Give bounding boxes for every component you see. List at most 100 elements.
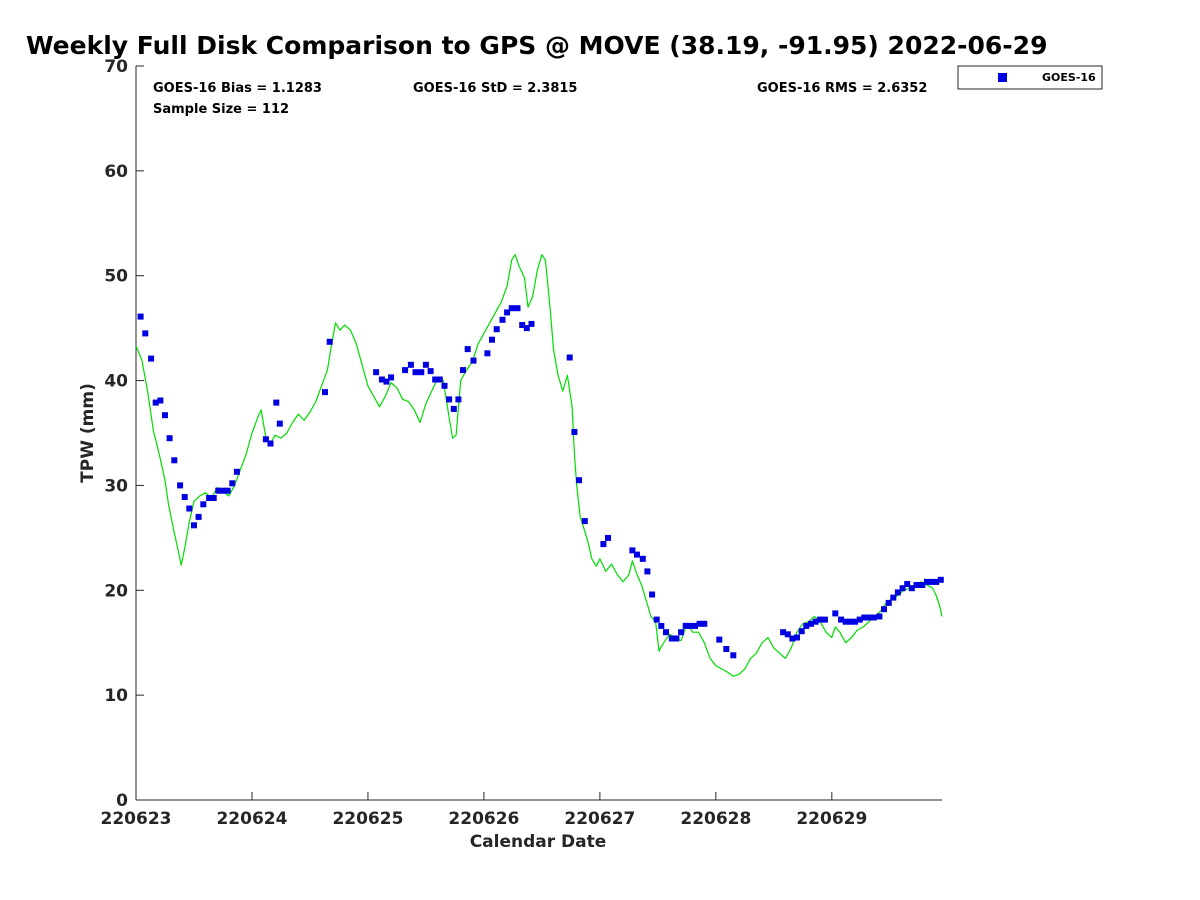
goes-16-point (210, 495, 217, 501)
goes-16-point (678, 629, 685, 636)
goes-16-point (177, 482, 184, 489)
bias-stat: GOES-16 Bias = 1.1283 (153, 81, 322, 96)
y-tick-label: 70 (104, 57, 128, 77)
goes-16-point (499, 316, 506, 323)
goes-16-point (730, 652, 737, 659)
goes-16-point (904, 581, 911, 587)
goes-points-layer (137, 305, 944, 659)
goes-16-point (446, 396, 453, 403)
goes-16-point (696, 620, 703, 627)
goes-16-point (528, 320, 535, 327)
goes-16-point (908, 585, 915, 592)
goes-16-point (171, 457, 178, 464)
goes-16-point (489, 336, 495, 343)
goes-16-point (600, 541, 607, 548)
y-tick-label: 0 (116, 791, 128, 811)
goes-16-point (441, 382, 448, 389)
y-tick-label: 30 (104, 476, 128, 496)
y-tick-label: 60 (104, 162, 128, 182)
x-tick-label: 220623 (101, 809, 172, 829)
legend-marker-goes-16 (998, 73, 1007, 82)
goes-16-point (798, 628, 805, 635)
goes-16-point (933, 578, 940, 585)
goes-16-point (576, 477, 582, 484)
goes-16-point (484, 350, 491, 357)
goes-16-point (639, 555, 646, 562)
goes-16-point (455, 396, 462, 403)
goes-16-point (206, 495, 213, 501)
goes-16-point (267, 440, 274, 447)
goes-16-point (200, 501, 207, 508)
goes-16-point (913, 582, 920, 588)
goes-16-point (919, 582, 926, 588)
goes-16-point (142, 330, 149, 337)
goes-16-point (890, 594, 897, 601)
legend-box (957, 65, 1103, 90)
goes-16-point (808, 620, 814, 627)
goes-16-point (644, 568, 651, 575)
goes-16-point (581, 518, 588, 525)
y-tick-label: 50 (104, 267, 128, 287)
y-ticks: 0 10 20 30 40 50 60 70 (104, 57, 144, 811)
goes-16-point (137, 313, 144, 320)
legend-entry-goes-16: GOES-16 (1042, 71, 1096, 84)
x-tick-label: 220626 (448, 809, 519, 829)
goes-16-point (436, 376, 443, 383)
std-stat: GOES-16 StD = 2.3815 (413, 81, 577, 96)
sample-size-stat: Sample Size = 112 (153, 102, 289, 117)
goes-16-point (322, 389, 328, 396)
goes-16-point (780, 629, 787, 636)
goes-16-point (464, 346, 471, 353)
goes-16-point (273, 399, 280, 406)
goes-16-point (191, 522, 197, 529)
goes-16-point (195, 513, 202, 520)
x-tick-label: 220624 (216, 809, 287, 829)
chart-title: Weekly Full Disk Comparison to GPS @ MOV… (26, 31, 1047, 60)
goes-16-point (668, 635, 675, 642)
goes-16-point (682, 622, 689, 629)
goes-16-point (605, 534, 611, 541)
goes-16-point (653, 616, 660, 623)
goes-16-point (378, 376, 385, 383)
goes-16-point (876, 613, 883, 620)
goes-16-point (152, 399, 159, 406)
goes-16-point (262, 436, 269, 443)
goes-16-point (412, 369, 419, 376)
goes-16-point (899, 585, 906, 592)
x-tick-label: 220627 (564, 809, 635, 829)
x-axis-label: Calendar Date (470, 832, 607, 852)
goes-16-point (186, 505, 193, 512)
goes-16-point (663, 629, 669, 636)
goes-16-point (789, 635, 796, 642)
goes-16-point (634, 551, 640, 558)
goes-16-point (470, 357, 477, 364)
goes-16-point (157, 397, 164, 404)
goes-16-point (812, 618, 819, 625)
goes-16-point (224, 487, 231, 494)
goes-16-point (847, 618, 854, 625)
y-axis-label: TPW (mm) (78, 383, 98, 483)
goes-16-point (514, 305, 521, 312)
goes-16-point (861, 614, 868, 621)
goes-16-point (388, 374, 395, 381)
goes-16-point (373, 369, 380, 376)
goes-16-point (326, 338, 333, 345)
goes-16-point (181, 494, 188, 500)
goes-16-point (881, 606, 887, 613)
goes-16-point (422, 361, 429, 368)
goes-16-point (885, 599, 892, 606)
goes-16-point (629, 547, 636, 554)
goes-16-point (673, 635, 680, 642)
goes-16-point (923, 578, 930, 585)
goes-16-point (716, 636, 723, 643)
goes-16-point (229, 480, 236, 487)
goes-16-point (460, 367, 466, 374)
x-tick-label: 220628 (680, 809, 751, 829)
goes-16-point (842, 618, 849, 625)
goes-16-point (687, 622, 694, 629)
goes-16-point (937, 576, 944, 583)
goes-16-point (215, 487, 222, 494)
y-tick-label: 40 (104, 372, 128, 392)
goes-16-point (856, 616, 863, 623)
